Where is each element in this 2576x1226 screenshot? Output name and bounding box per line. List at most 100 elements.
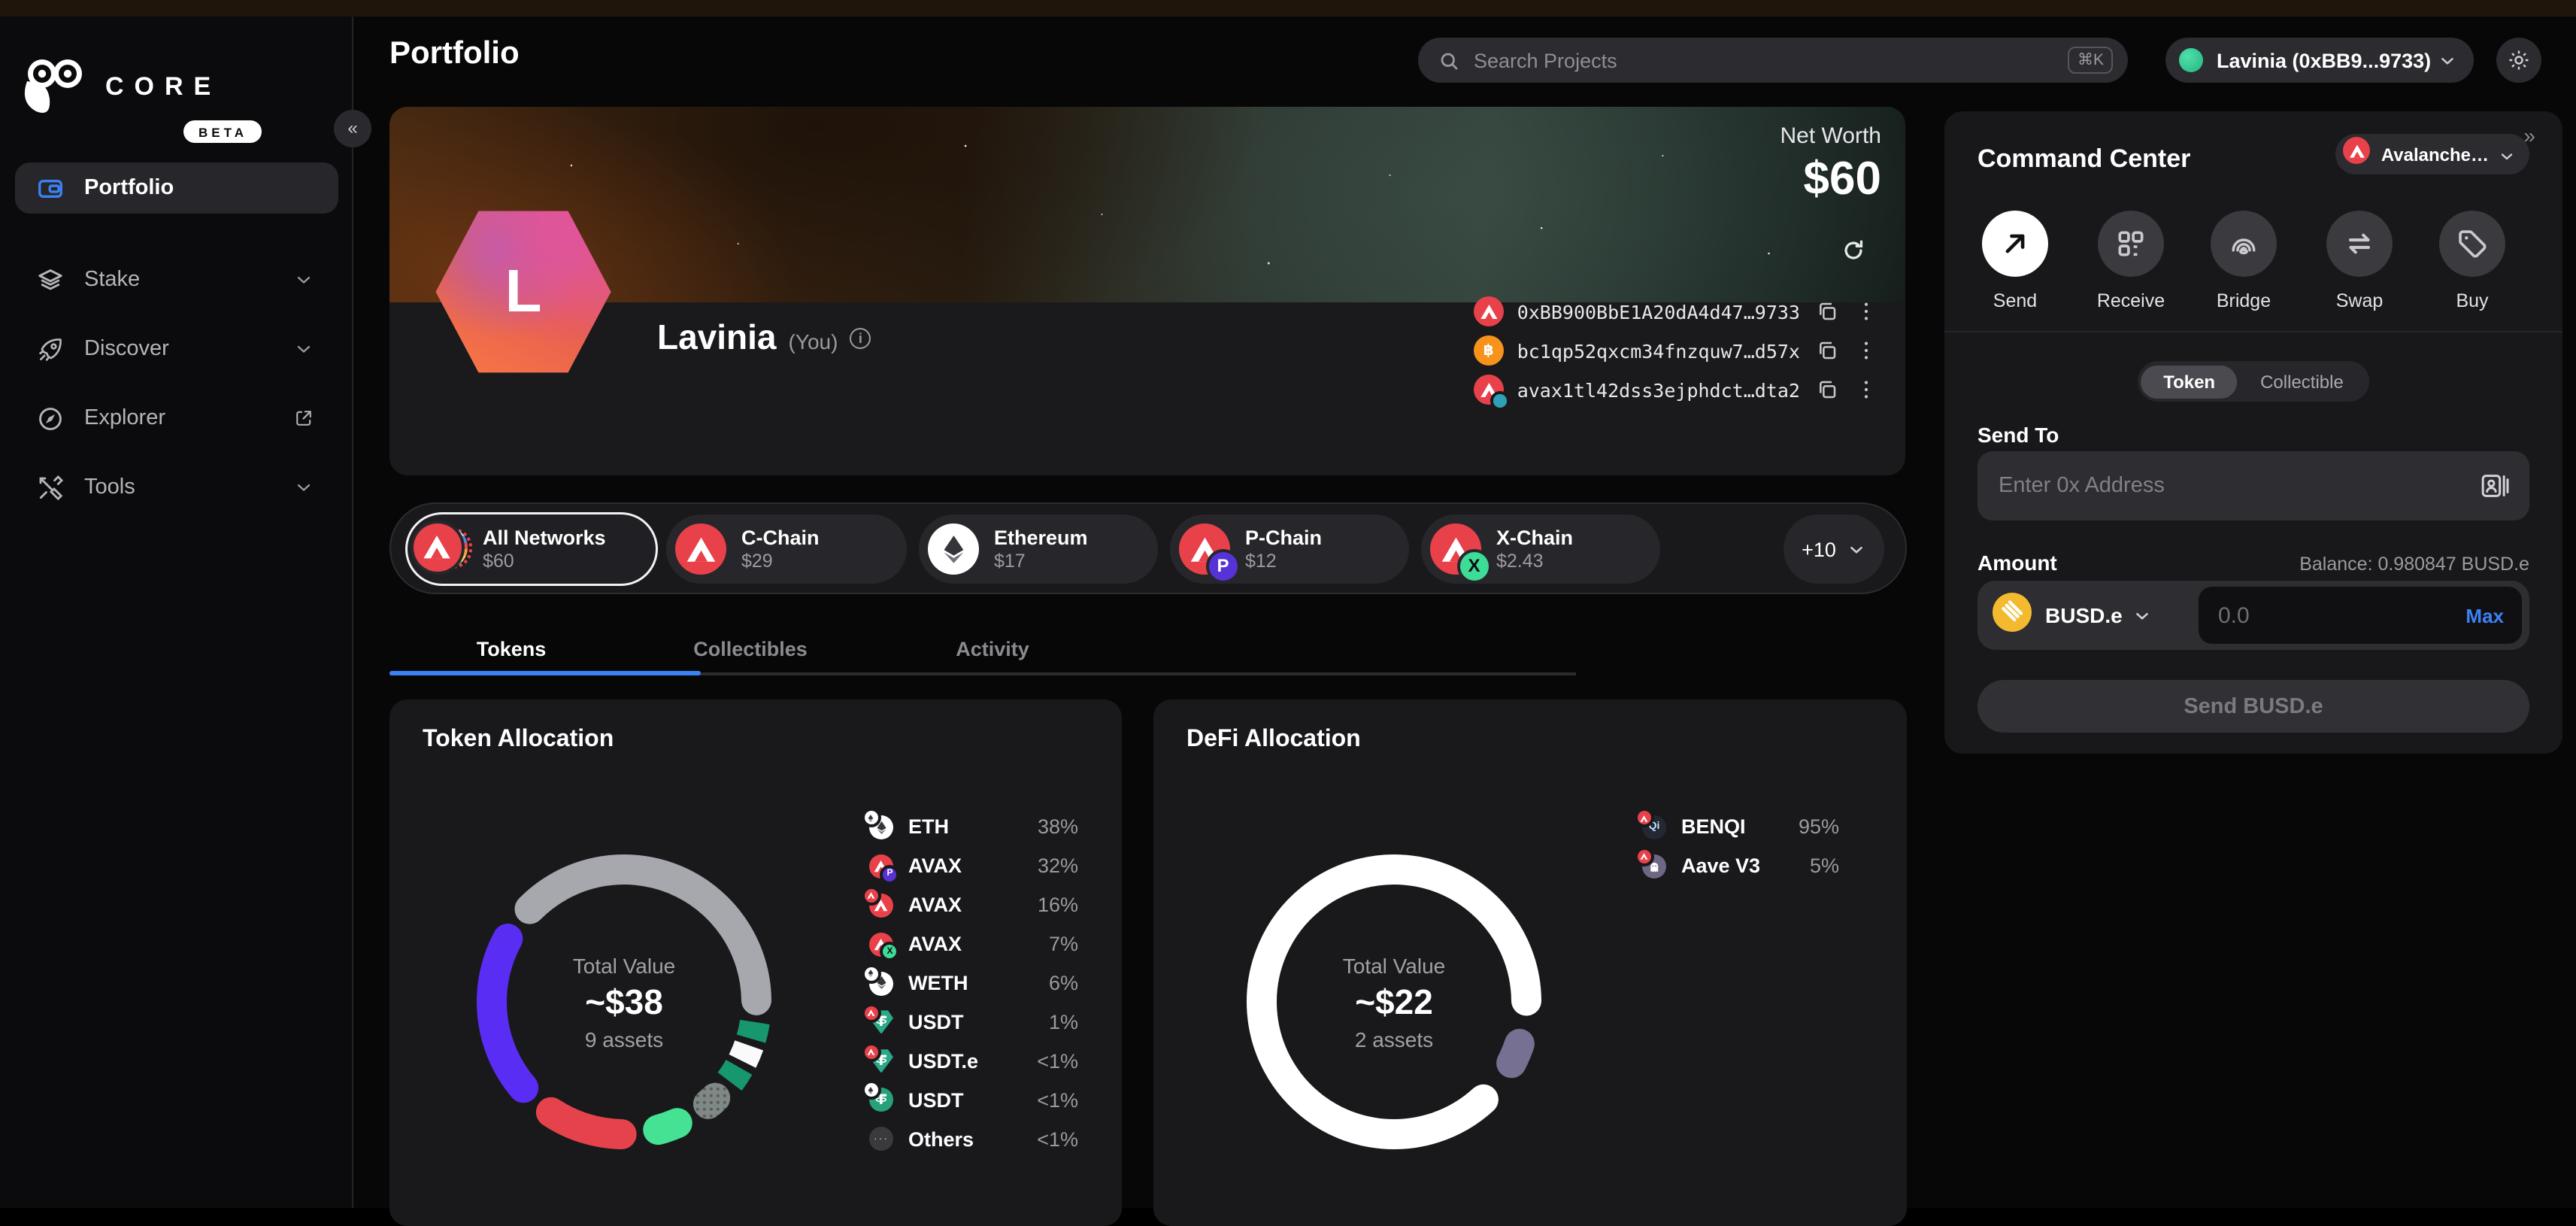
busd-icon [1993, 592, 2032, 639]
address-row: ฿ bc1qp52qxcm34fnzquw7…d57x [1473, 331, 1878, 370]
bridge-action-button[interactable]: Bridge [2199, 211, 2289, 311]
network-chip-x-chain[interactable]: X X-Chain $2.43 [1421, 514, 1660, 584]
legend-label: AVAX [908, 933, 962, 956]
usdt-gem-icon [864, 1045, 893, 1073]
amount-row: Amount Balance: 0.980847 BUSD.e [1977, 551, 2529, 575]
more-networks-button[interactable]: +10 [1784, 514, 1884, 584]
sidebar-item-label: Discover [84, 337, 169, 361]
profile-header-card: Net Worth $60 L Lavinia (You) i 0xBB900B… [389, 107, 1905, 475]
buy-action-button[interactable]: Buy [2427, 211, 2517, 311]
tab-track [389, 672, 1576, 675]
legend-percent: <1% [1037, 1127, 1078, 1151]
defi-allocation-donut: Total Value ~$22 2 assets [1229, 836, 1559, 1167]
network-chip-ethereum[interactable]: Ethereum $17 [919, 514, 1158, 584]
amount-field: BUSD.e Max [1977, 581, 2529, 650]
compass-icon [36, 404, 65, 432]
defi-allocation-card: DeFi Allocation Total Value ~$22 2 asset… [1153, 699, 1907, 1226]
search-input[interactable] [1474, 49, 2068, 71]
tab-collectibles[interactable]: Collectibles [693, 638, 808, 660]
account-selector[interactable]: Lavinia (0xBB9...9733) [2165, 38, 2474, 83]
kebab-menu-icon[interactable] [1854, 299, 1878, 323]
token-legend: ETH 38% P AVAX 32% AVAX 16% X AVAX 7% WETH 6% USDT 1%… [863, 808, 1078, 1158]
sidebar-item-tools[interactable]: Tools [15, 462, 338, 513]
chevron-down-icon [293, 477, 314, 498]
amount-input-box: Max [2199, 587, 2522, 644]
address-text: avax1tl42dss3ejphdct…dta2 [1517, 378, 1800, 401]
avax-icon: P [869, 854, 897, 882]
aave-icon [1637, 850, 1666, 879]
copy-icon[interactable] [1815, 338, 1839, 363]
info-icon[interactable]: i [850, 327, 871, 348]
token-selector[interactable]: BUSD.e [1977, 592, 2153, 639]
wallet-icon [36, 174, 65, 202]
legend-row-avax: X AVAX 7% [863, 924, 1078, 964]
kebab-menu-icon[interactable] [1854, 378, 1878, 402]
sidebar-item-portfolio[interactable]: Portfolio [15, 162, 338, 214]
sidebar-item-discover[interactable]: Discover [15, 323, 338, 375]
avatar-letter: L [505, 258, 542, 324]
usdt-icon [864, 1083, 893, 1112]
amount-label: Amount [1977, 551, 2057, 575]
sidebar-item-label: Explorer [84, 406, 165, 430]
address-row: 0xBB900BbE1A20dA4d47…9733 [1473, 292, 1878, 331]
toggle-option-token[interactable]: Token [2141, 365, 2238, 398]
sidebar-item-label: Stake [84, 268, 141, 292]
net-worth-block: Net Worth $60 [1780, 123, 1882, 206]
sidebar-collapse-button[interactable]: « [334, 110, 371, 147]
refresh-button[interactable] [1841, 238, 1866, 263]
settings-button[interactable] [2496, 38, 2541, 83]
network-chip-p-chain[interactable]: P P-Chain $12 [1170, 514, 1409, 584]
legend-label: AVAX [908, 854, 962, 878]
legend-label: BENQI [1681, 815, 1746, 839]
usdt-gem-icon [864, 1006, 893, 1034]
chevron-down-icon [2498, 145, 2516, 163]
max-button[interactable]: Max [2465, 604, 2504, 627]
avax-icon: X [1430, 523, 1489, 581]
sidebar-item-explorer[interactable]: Explorer [15, 393, 338, 444]
copy-icon[interactable] [1815, 299, 1839, 323]
command-center-title: Command Center [1977, 144, 2191, 173]
legend-label: USDT.e [908, 1049, 979, 1073]
action-label: Send [1993, 290, 2038, 311]
donut-center-label: Total Value [572, 953, 676, 977]
profile-name-row: Lavinia (You) i [657, 317, 871, 358]
network-dropdown[interactable]: Avalanche… [2335, 134, 2529, 174]
receive-action-button[interactable]: Receive [2086, 211, 2176, 311]
address-input[interactable] [1999, 474, 2480, 498]
tab-activity[interactable]: Activity [956, 638, 1029, 660]
swap-action-button[interactable]: Swap [2314, 211, 2405, 311]
donut-center-label: Total Value [1342, 953, 1446, 977]
action-label: Swap [2335, 290, 2384, 311]
panel-collapse-button[interactable]: » [2523, 123, 2535, 147]
defi-legend: Qi BENQI 95% Aave V3 5% [1636, 808, 1839, 886]
eth-icon [864, 967, 893, 995]
eth-icon [928, 523, 979, 575]
legend-label: Others [908, 1127, 974, 1151]
chip-name: P-Chain [1245, 527, 1323, 549]
kebab-menu-icon[interactable] [1854, 338, 1878, 363]
legend-label: USDT [908, 1088, 964, 1112]
contacts-icon[interactable] [2480, 471, 2510, 501]
page-title: Portfolio [389, 36, 520, 71]
legend-percent: <1% [1037, 1088, 1078, 1112]
network-filter-bar: All Networks $60 C-Chain $29 Ethereum $17 P P-C… [389, 502, 1907, 594]
profile-avatar[interactable]: L [435, 211, 611, 373]
network-chip-c-chain[interactable]: C-Chain $29 [666, 514, 907, 584]
tab-tokens[interactable]: Tokens [476, 638, 547, 660]
balance-label: Balance: 0.980847 BUSD.e [2299, 554, 2529, 575]
toggle-option-collectible[interactable]: Collectible [2260, 371, 2344, 392]
network-chip-all-networks[interactable]: All Networks $60 [408, 514, 656, 584]
send-action-button[interactable]: Send [1970, 211, 2060, 311]
legend-label: Aave V3 [1681, 854, 1761, 878]
amount-input[interactable] [2218, 602, 2399, 628]
owl-logo-icon [18, 57, 87, 123]
legend-percent: 5% [1809, 854, 1839, 878]
send-to-label: Send To [1977, 423, 2059, 447]
sidebar-item-stake[interactable]: Stake [15, 254, 338, 305]
search-box[interactable]: ⌘K [1418, 38, 2128, 83]
sidebar-item-label: Tools [84, 475, 135, 499]
send-submit-button[interactable]: Send BUSD.e [1977, 680, 2529, 733]
chevron-down-icon [293, 338, 314, 360]
copy-icon[interactable] [1815, 378, 1839, 402]
